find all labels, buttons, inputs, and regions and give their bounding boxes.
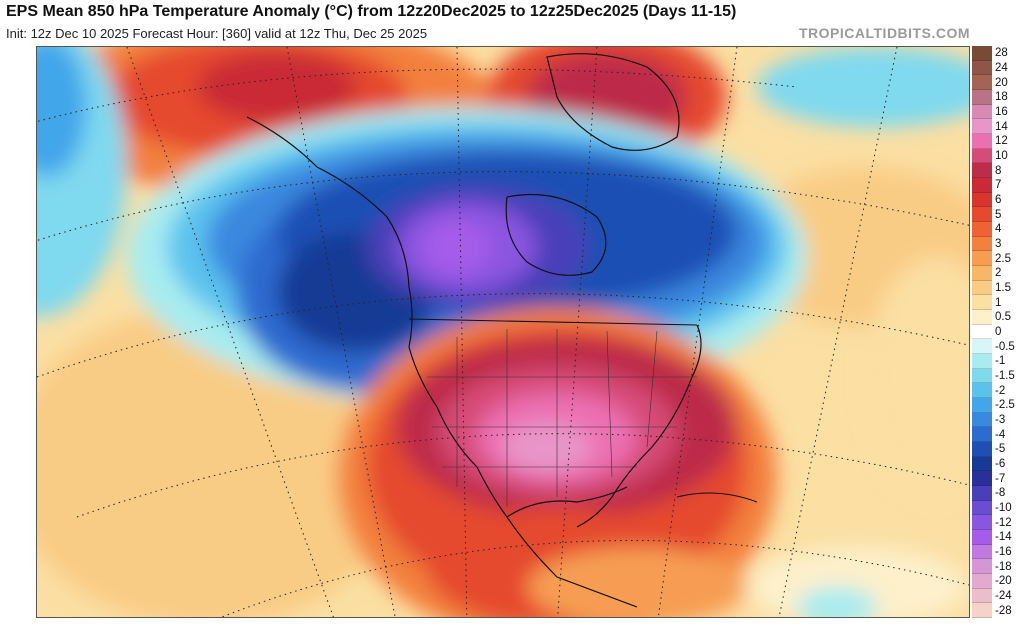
legend-label: 28 (995, 47, 1008, 60)
legend-swatch (972, 603, 992, 618)
legend-label: 18 (995, 91, 1008, 104)
legend-swatch (972, 295, 992, 310)
legend-label: 7 (995, 179, 1002, 192)
legend-label: -20 (995, 575, 1012, 588)
legend-label: 0.5 (995, 311, 1011, 324)
legend-swatch (972, 515, 992, 530)
legend-label: -8 (995, 487, 1006, 500)
legend-swatch (972, 412, 992, 428)
legend-label: -16 (995, 546, 1012, 558)
legend-swatch (972, 163, 992, 178)
legend-swatch (972, 60, 992, 76)
legend-swatch (972, 251, 992, 266)
legend-swatch (972, 90, 992, 105)
anomaly-map (36, 46, 970, 618)
legend-swatch (972, 222, 992, 237)
legend-label: -6 (995, 458, 1006, 470)
legend-swatch (972, 442, 992, 457)
coastlines (246, 53, 758, 608)
legend-label: 1.5 (995, 282, 1011, 294)
map-title: EPS Mean 850 hPa Temperature Anomaly (°C… (6, 3, 737, 20)
legend-label: 8 (995, 164, 1002, 177)
legend-label: -0.5 (995, 340, 1015, 353)
init-info: Init: 12z Dec 10 2025 Forecast Hour: [36… (6, 26, 428, 41)
legend-swatch (972, 368, 992, 384)
legend-swatch (972, 266, 992, 281)
legend-swatch (972, 134, 992, 149)
legend-swatch (972, 574, 992, 589)
legend-label: -14 (995, 531, 1012, 544)
legend-swatch (972, 398, 992, 413)
legend-swatch (972, 544, 992, 560)
legend-swatch (972, 192, 992, 208)
legend-swatch (972, 324, 992, 340)
legend-label: 4 (995, 223, 1002, 236)
legend-label: 16 (995, 106, 1008, 118)
legend-swatch (972, 530, 992, 545)
legend-label: 3 (995, 238, 1002, 250)
legend-label: -1.5 (995, 370, 1015, 382)
legend-swatch (972, 104, 992, 120)
legend-label: -28 (995, 604, 1012, 617)
legend-label: -2 (995, 384, 1006, 397)
legend-swatch (972, 354, 992, 369)
legend-label: 10 (995, 150, 1008, 162)
anomaly-shading (37, 47, 969, 617)
legend-swatch (972, 456, 992, 472)
legend-label: -18 (995, 560, 1012, 573)
anomaly-map-svg (37, 47, 969, 617)
legend-swatch (972, 46, 992, 61)
legend-label: 5 (995, 208, 1002, 221)
legend-swatch (972, 427, 992, 442)
legend-label: -12 (995, 516, 1012, 529)
legend-label: -5 (995, 443, 1006, 456)
legend-swatch (972, 75, 992, 90)
legend-label: 1 (995, 296, 1002, 309)
legend-swatch (972, 559, 992, 574)
legend-swatch (972, 310, 992, 325)
legend-label: 24 (995, 62, 1008, 74)
legend-swatch (972, 486, 992, 501)
legend-label: -10 (995, 502, 1012, 514)
legend-swatch (972, 236, 992, 252)
legend-label: 20 (995, 76, 1008, 89)
legend-label: 14 (995, 120, 1008, 133)
legend-label: 6 (995, 194, 1002, 206)
legend-swatch (972, 207, 992, 222)
legend-swatch (972, 148, 992, 164)
legend-label: -4 (995, 428, 1006, 441)
site-watermark[interactable]: TROPICALTIDBITS.COM (798, 25, 970, 41)
legend-swatch (972, 471, 992, 486)
legend-label: 2 (995, 267, 1002, 280)
legend-swatch (972, 500, 992, 516)
legend-label: 12 (995, 135, 1008, 148)
legend-swatch (972, 178, 992, 193)
legend-label: -1 (995, 355, 1006, 368)
legend-swatch (972, 383, 992, 398)
legend-label: 2.5 (995, 252, 1011, 265)
legend-swatch (972, 588, 992, 604)
legend-swatch (972, 339, 992, 354)
graticule (37, 47, 969, 617)
state-borders (427, 329, 697, 507)
legend-swatch (972, 119, 992, 134)
color-legend: 28 24 20 18 16 14 12 10 8 7 6 5 4 3 2.5 2 1.5 1 0.5 0 -0.5 -1… (970, 46, 1024, 618)
legend-label: -7 (995, 472, 1006, 485)
legend-label: -24 (995, 590, 1012, 602)
legend-label: 0 (995, 326, 1002, 338)
legend-swatch (972, 280, 992, 296)
legend-label: -2.5 (995, 399, 1015, 412)
legend-label: -3 (995, 414, 1006, 426)
